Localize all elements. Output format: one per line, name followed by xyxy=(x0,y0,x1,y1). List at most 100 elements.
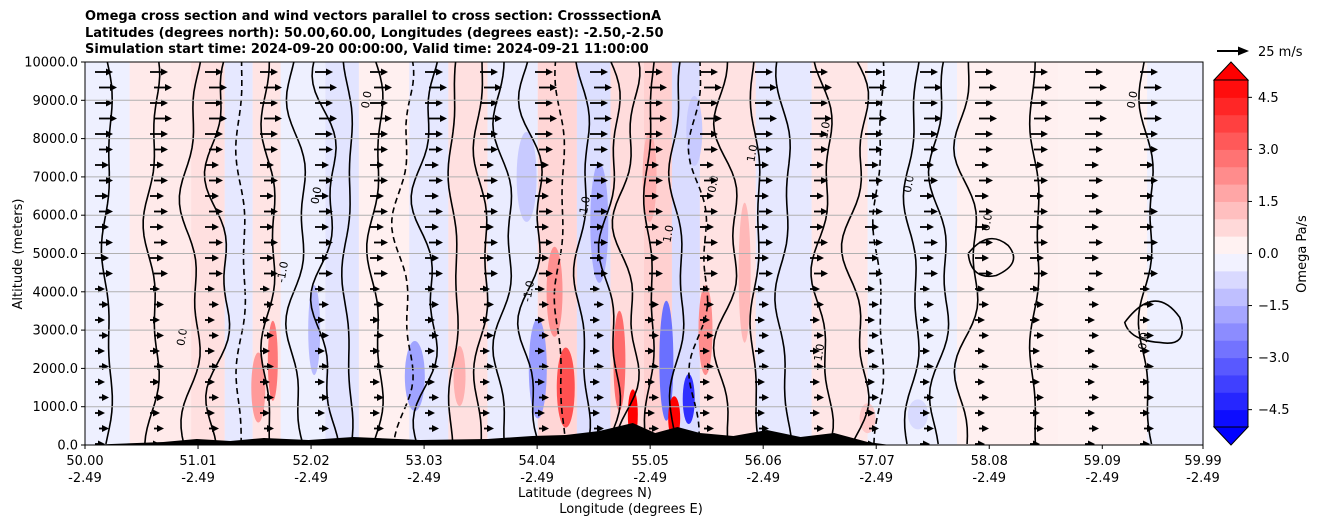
wind-vector-head xyxy=(1092,332,1099,339)
wind-vector-head xyxy=(1037,254,1044,262)
wind-vector-head xyxy=(982,161,989,169)
wind-vector-head xyxy=(483,409,490,417)
wind-vector-head xyxy=(982,425,989,432)
wind-vector-head xyxy=(318,378,325,386)
title-line-1: Omega cross section and wind vectors par… xyxy=(85,9,662,24)
wind-vector-head xyxy=(428,347,435,355)
wind-vector-head xyxy=(102,394,109,401)
wind-vector-head xyxy=(271,99,278,107)
contour-line xyxy=(712,62,738,445)
wind-vector-head xyxy=(106,68,113,76)
colorbar-segment xyxy=(1214,288,1248,307)
wind-vector-head xyxy=(157,223,164,231)
colorbar-segment xyxy=(1214,392,1248,411)
contour-label: 0.0 xyxy=(705,174,721,193)
wind-vector-head xyxy=(161,177,168,184)
wind-vector-head xyxy=(927,425,934,432)
colorbar-segment xyxy=(1214,409,1248,428)
wind-vector-head xyxy=(538,285,545,293)
wind-vector-head xyxy=(385,84,392,91)
wind-vector-head xyxy=(212,223,219,231)
wind-vector-head xyxy=(817,425,824,432)
wind-vector-head xyxy=(157,425,164,432)
colorbar-tick-label: 3.0 xyxy=(1258,143,1279,158)
wind-vector-head xyxy=(208,316,215,324)
wind-vector-head xyxy=(1096,270,1103,277)
y-tick-label: 9000.0 xyxy=(33,94,79,109)
wind-vector-head xyxy=(766,208,773,215)
wind-vector-head xyxy=(817,223,824,231)
wind-vector-head xyxy=(491,177,498,184)
wind-vector-head xyxy=(927,332,934,339)
wind-vector-head xyxy=(876,99,883,107)
wind-vector-head xyxy=(106,99,113,107)
wind-vector-head xyxy=(212,394,219,401)
wind-vector-head xyxy=(98,409,105,417)
wind-vector-head xyxy=(931,99,938,107)
wind-vector-head xyxy=(377,425,384,432)
wind-vector-head xyxy=(825,84,832,91)
x-tick-label-lat: 52.02 xyxy=(292,454,329,469)
wind-vector-head xyxy=(711,146,718,153)
wind-vector-head xyxy=(1037,332,1044,339)
wind-vector-head xyxy=(703,316,710,324)
omega-cell xyxy=(556,347,575,428)
wind-vector-head xyxy=(978,378,985,386)
wind-vector-head xyxy=(601,146,608,153)
colorbar-segment xyxy=(1214,270,1248,289)
x-tick-label-lat: 58.08 xyxy=(971,454,1008,469)
wind-vector-head xyxy=(597,301,604,308)
omega-cell xyxy=(738,202,751,343)
wind-vector-head xyxy=(766,270,773,277)
wind-vector-head xyxy=(98,285,105,293)
wind-vector-head xyxy=(432,192,439,200)
wind-vector-head xyxy=(1041,177,1048,184)
wind-vector-head xyxy=(538,378,545,386)
wind-vector-head xyxy=(208,347,215,355)
wind-vector-head xyxy=(766,177,773,184)
wind-vector-head xyxy=(931,208,938,215)
wind-vector-head xyxy=(542,301,549,308)
wind-vector-head xyxy=(373,347,380,355)
wind-vector-head xyxy=(106,270,113,277)
wind-vector-head xyxy=(927,192,934,200)
wind-vector-head xyxy=(770,115,777,122)
contour-line xyxy=(178,62,202,445)
wind-vector-head xyxy=(931,239,938,246)
wind-vector-head xyxy=(432,254,439,262)
contour-loop xyxy=(1123,300,1184,344)
wind-vector-head xyxy=(593,316,600,324)
wind-vector-head xyxy=(106,239,113,246)
wind-vector-head xyxy=(432,161,439,169)
wind-vector-head xyxy=(212,301,219,308)
wind-vector-head xyxy=(597,425,604,432)
wind-vector-head xyxy=(601,208,608,215)
wind-vector-head xyxy=(978,316,985,324)
wind-vector-head xyxy=(1033,440,1040,445)
wind-vector-head xyxy=(98,316,105,324)
wind-vector-head xyxy=(1096,239,1103,246)
wind-vector-head xyxy=(923,316,930,324)
wind-vector-head xyxy=(165,84,172,91)
wind-vector-head xyxy=(491,239,498,246)
wind-vector-head xyxy=(715,84,722,91)
wind-vector-head xyxy=(817,192,824,200)
wind-vector-head xyxy=(267,192,274,200)
wind-vector-head xyxy=(377,301,384,308)
wind-vector-head xyxy=(483,316,490,324)
wind-vector-head xyxy=(271,177,278,184)
omega-cell xyxy=(686,95,703,166)
wind-vector-head xyxy=(931,146,938,153)
contour-label: -1.0 xyxy=(520,279,537,302)
wind-vector-head xyxy=(326,130,333,138)
wind-vector-head xyxy=(436,239,443,246)
colorbar-extend-max xyxy=(1212,61,1250,81)
wind-vector-head xyxy=(652,254,659,262)
wind-vector-head xyxy=(1088,285,1095,293)
contour-line xyxy=(447,62,459,445)
wind-vector-head xyxy=(428,409,435,417)
contour-line xyxy=(516,62,543,445)
wind-vector-head xyxy=(263,409,270,417)
wind-vector-head xyxy=(817,161,824,169)
wind-vector-head xyxy=(322,394,329,401)
